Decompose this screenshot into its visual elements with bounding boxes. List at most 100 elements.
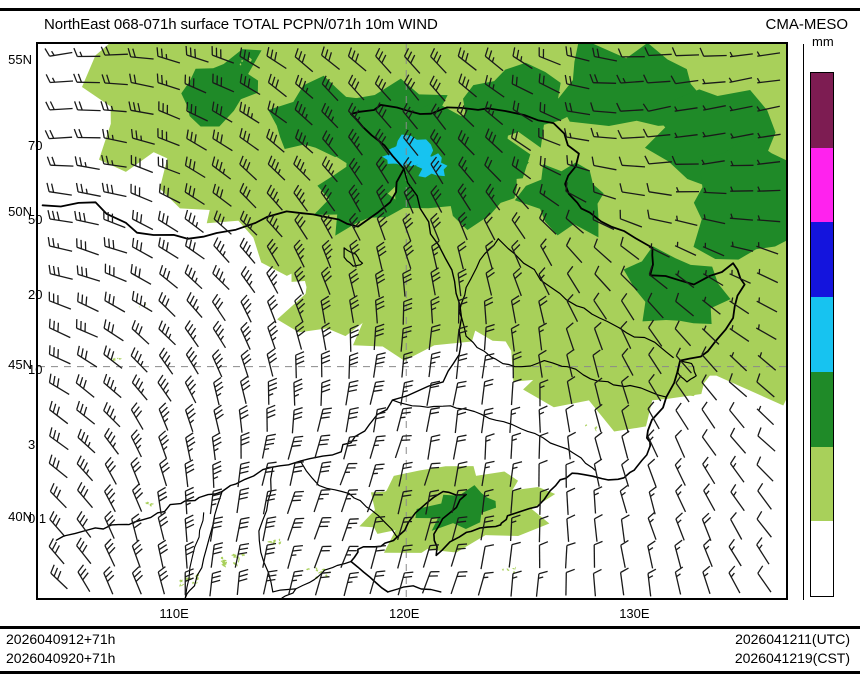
- wind-barb-full: [215, 413, 224, 420]
- wind-barb-staff: [429, 83, 446, 102]
- wind-barb-full: [212, 570, 222, 575]
- wind-barb-full: [160, 574, 169, 582]
- wind-barb-full: [512, 378, 522, 383]
- wind-barb-full: [516, 102, 520, 113]
- wind-barb-full: [538, 405, 548, 411]
- colorbar-band-0-0.1: [811, 521, 833, 597]
- wind-barb-full: [79, 377, 84, 386]
- wind-barb-full: [565, 460, 575, 466]
- wind-barb-full: [190, 104, 193, 114]
- wind-barb-staff: [239, 218, 258, 236]
- precip-patch: [506, 568, 510, 571]
- wind-barb-staff: [294, 56, 314, 73]
- wind-barb-full: [48, 538, 54, 547]
- wind-barb-staff: [535, 573, 540, 597]
- wind-barb-staff: [375, 163, 390, 184]
- wind-barb-full: [213, 237, 219, 246]
- wind-barb-full: [593, 540, 603, 546]
- wind-barb-full: [158, 544, 168, 551]
- wind-barb-full: [349, 411, 359, 415]
- wind-barb-staff: [648, 191, 672, 196]
- wind-barb-half: [596, 132, 599, 138]
- wind-barb-full: [543, 157, 546, 168]
- wind-barb-staff: [756, 272, 779, 284]
- wind-barb-full: [108, 293, 111, 303]
- wind-barb-full: [376, 570, 386, 573]
- wind-barb-staff: [287, 437, 295, 460]
- wind-barb-full: [458, 156, 464, 165]
- wind-barb-full: [349, 352, 359, 357]
- wind-barb-full: [458, 245, 467, 252]
- wind-barb-full: [212, 264, 217, 274]
- wind-barb-staff: [266, 219, 283, 238]
- wind-barb-full: [432, 189, 440, 197]
- wind-barb-full: [512, 351, 522, 356]
- wind-barb-staff: [403, 192, 414, 214]
- wind-barb-full: [246, 106, 250, 116]
- wind-barb-layer: [44, 45, 781, 597]
- wind-barb-half: [461, 223, 467, 228]
- wind-barb-full: [458, 301, 468, 306]
- wind-barb-full: [565, 46, 568, 56]
- wind-barb-full: [348, 384, 358, 388]
- wind-barb-full: [326, 191, 332, 201]
- wind-barb-full: [404, 516, 414, 519]
- wind-barb-staff: [50, 572, 68, 590]
- wind-barb-staff: [403, 164, 417, 185]
- wind-barb-staff: [648, 327, 663, 347]
- wind-barb-full: [648, 265, 653, 275]
- wind-barb-full: [184, 264, 190, 274]
- wind-barb-full: [381, 109, 387, 118]
- wind-barb-full: [430, 48, 436, 57]
- wind-barb-staff: [77, 571, 91, 593]
- wind-barb-staff: [566, 136, 590, 142]
- wind-barb-full: [184, 183, 188, 193]
- wind-barb-staff: [675, 79, 699, 85]
- wind-barb-full: [106, 431, 113, 440]
- wind-barb-full: [373, 389, 383, 392]
- wind-barb-full: [402, 407, 412, 410]
- wind-barb-full: [240, 431, 250, 437]
- wind-barb-staff: [339, 463, 349, 486]
- wind-barb-full: [137, 381, 144, 390]
- wind-barb-half: [757, 132, 761, 138]
- wind-barb-full: [757, 565, 764, 574]
- geo-line: [387, 585, 442, 593]
- wind-barb-full: [80, 183, 84, 193]
- wind-barb-full: [83, 212, 86, 222]
- wind-barb-full: [403, 307, 413, 312]
- wind-barb-staff: [130, 409, 144, 430]
- wind-barb-staff: [593, 110, 617, 114]
- wind-barb-full: [540, 488, 550, 493]
- wind-barb-staff: [647, 300, 664, 319]
- wind-barb-staff: [239, 110, 260, 124]
- wind-barb-full: [435, 82, 441, 92]
- wind-barb-staff: [370, 546, 378, 569]
- wind-barb-staff: [159, 463, 168, 487]
- wind-barb-half: [192, 334, 197, 340]
- wind-barb-full: [431, 217, 440, 225]
- wind-barb-staff: [209, 518, 215, 542]
- wind-barb-full: [431, 103, 437, 112]
- wind-barb-staff: [756, 518, 772, 538]
- wind-barb-full: [298, 77, 303, 87]
- wind-barb-half: [756, 77, 761, 83]
- wind-barb-staff: [321, 83, 339, 102]
- wind-barb-full: [730, 511, 737, 520]
- wind-barb-staff: [348, 82, 365, 101]
- wind-barb-staff: [510, 382, 514, 406]
- wind-barb-full: [350, 329, 359, 334]
- wind-barb-full: [376, 273, 385, 280]
- wind-barb-full: [729, 401, 735, 411]
- wind-barb-staff: [184, 464, 189, 488]
- wind-barb-full: [296, 325, 305, 333]
- wind-barb-full: [539, 209, 544, 219]
- wind-barb-staff: [158, 109, 181, 120]
- wind-barb-half: [704, 269, 707, 276]
- wind-barb-full: [74, 210, 77, 221]
- wind-barb-staff: [293, 382, 296, 406]
- wind-barb-full: [514, 272, 523, 280]
- wind-barb-full: [132, 48, 136, 58]
- wind-barb-full: [214, 297, 221, 306]
- wind-barb-staff: [648, 161, 672, 165]
